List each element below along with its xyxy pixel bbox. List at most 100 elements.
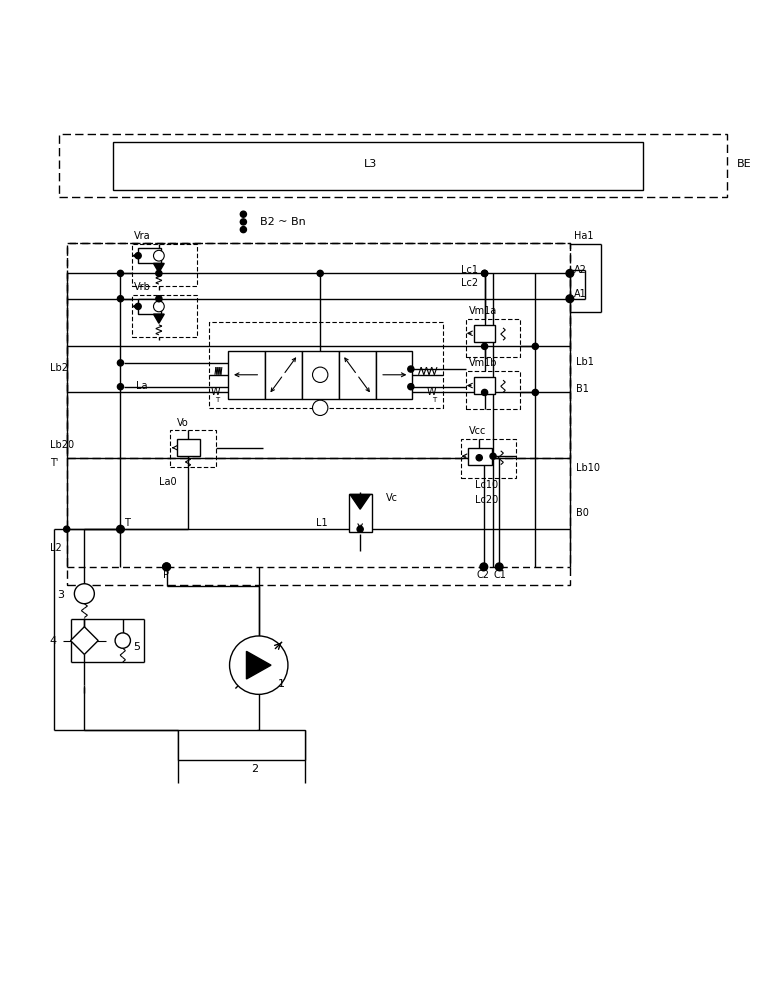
Bar (461, 439, 516, 478)
Circle shape (482, 389, 488, 396)
Text: Lb1: Lb1 (576, 357, 594, 367)
Polygon shape (153, 263, 164, 273)
Bar (474, 325, 495, 342)
Circle shape (317, 270, 323, 276)
Circle shape (312, 400, 328, 415)
Circle shape (482, 343, 488, 349)
Bar (138, 248, 161, 263)
Bar (170, 430, 217, 467)
Text: Vm1: Vm1 (328, 355, 350, 365)
Circle shape (482, 270, 488, 276)
Polygon shape (70, 627, 98, 654)
Circle shape (135, 253, 141, 259)
Text: L2: L2 (50, 543, 62, 553)
Text: Lb20: Lb20 (50, 440, 74, 450)
Circle shape (241, 219, 247, 225)
Text: Vo: Vo (177, 418, 188, 428)
Bar (466, 371, 520, 409)
Text: C1: C1 (493, 570, 507, 580)
Text: A1: A1 (574, 289, 587, 299)
Text: Vra: Vra (133, 231, 150, 241)
Text: T: T (124, 518, 130, 528)
Text: T: T (215, 397, 219, 403)
Text: B2 ~ Bn: B2 ~ Bn (260, 217, 305, 227)
Text: Lb2: Lb2 (50, 363, 68, 373)
Bar (113, 142, 643, 190)
Circle shape (408, 366, 414, 372)
Circle shape (163, 563, 170, 571)
Text: Vcc: Vcc (469, 426, 486, 436)
Text: La: La (136, 381, 147, 391)
Text: BE: BE (736, 159, 751, 169)
Text: T: T (433, 397, 436, 403)
Bar (474, 377, 495, 394)
Bar (138, 299, 161, 314)
Circle shape (64, 526, 69, 532)
Bar (59, 134, 727, 197)
Polygon shape (247, 651, 271, 679)
Text: L3: L3 (363, 159, 377, 169)
Circle shape (115, 633, 130, 648)
Text: 1: 1 (278, 679, 285, 689)
Bar (178, 730, 305, 760)
Text: Vc: Vc (386, 493, 398, 503)
Text: A2: A2 (574, 265, 587, 275)
Text: W: W (210, 387, 220, 397)
Circle shape (357, 526, 363, 532)
Circle shape (490, 453, 496, 459)
Bar (375, 351, 412, 399)
Text: C2: C2 (476, 570, 489, 580)
Bar (66, 243, 570, 458)
Circle shape (495, 563, 503, 571)
Circle shape (163, 563, 170, 571)
Text: Lc2: Lc2 (461, 278, 478, 288)
Text: 3: 3 (57, 590, 64, 600)
Text: P: P (163, 570, 169, 580)
Polygon shape (350, 495, 370, 509)
Text: Vrb: Vrb (133, 282, 150, 292)
Circle shape (482, 270, 488, 276)
Bar (228, 351, 265, 399)
Circle shape (532, 389, 538, 396)
Bar (348, 494, 372, 532)
Bar (209, 322, 443, 408)
Text: Lc1: Lc1 (461, 265, 478, 275)
Bar (338, 351, 375, 399)
Circle shape (566, 295, 574, 303)
Text: Lb10: Lb10 (576, 463, 600, 473)
Text: Vm1b: Vm1b (469, 358, 497, 368)
Text: W: W (426, 387, 436, 397)
Circle shape (117, 270, 123, 276)
Circle shape (230, 636, 288, 694)
Text: T': T' (50, 458, 58, 468)
Circle shape (241, 227, 247, 233)
Text: B0: B0 (576, 508, 589, 518)
Circle shape (408, 384, 414, 390)
Bar (301, 351, 338, 399)
Polygon shape (153, 314, 164, 323)
Bar (265, 351, 301, 399)
Bar (132, 244, 197, 286)
Circle shape (153, 250, 164, 261)
Circle shape (312, 367, 328, 382)
Text: Ha1: Ha1 (574, 231, 593, 241)
Bar (466, 319, 520, 357)
Bar (469, 448, 492, 465)
Circle shape (117, 360, 123, 366)
Circle shape (241, 211, 247, 217)
Circle shape (135, 303, 141, 309)
Bar (66, 243, 570, 585)
Circle shape (74, 584, 94, 604)
Circle shape (117, 296, 123, 302)
Circle shape (566, 270, 574, 277)
Text: 2: 2 (251, 764, 258, 774)
Circle shape (156, 296, 162, 302)
Text: Lc20: Lc20 (475, 495, 498, 505)
Bar (177, 439, 200, 456)
Text: B1: B1 (576, 384, 589, 394)
Text: L1: L1 (316, 518, 328, 528)
Bar (132, 295, 197, 337)
Circle shape (480, 563, 488, 571)
Text: La0: La0 (159, 477, 177, 487)
Text: Lc10: Lc10 (475, 480, 498, 490)
